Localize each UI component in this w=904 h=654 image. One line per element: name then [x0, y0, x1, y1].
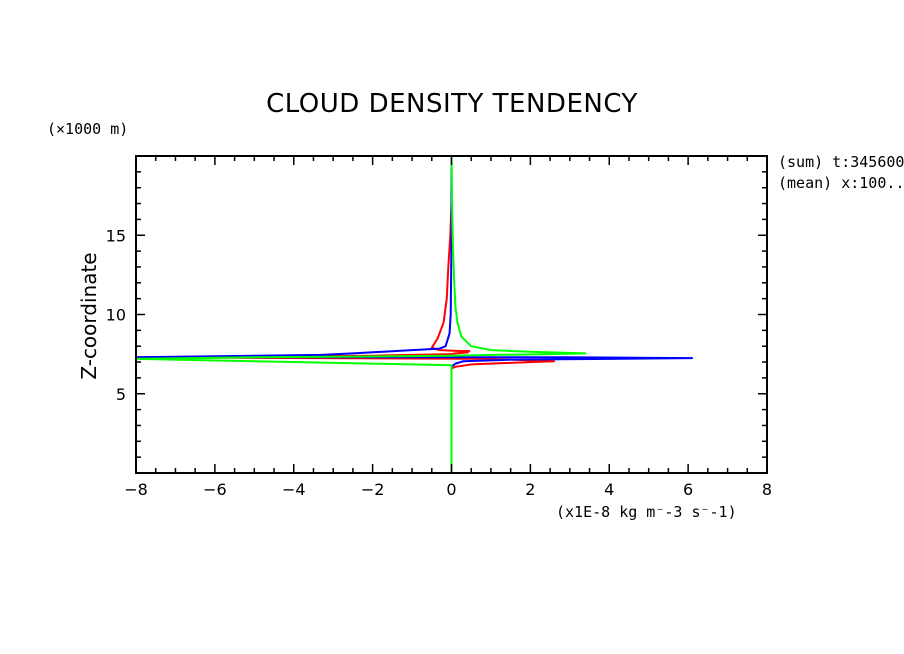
x-tick-label: −6: [203, 480, 227, 499]
x-tick-label: 0: [446, 480, 456, 499]
x-tick-label: 2: [525, 480, 535, 499]
side-note-mean: (mean) x:100..4: [778, 174, 904, 192]
chart-title: CLOUD DENSITY TENDENCY: [266, 89, 638, 119]
tick-labels-layer: −8 −6 −4 −2 0 2 4 6 8 5 10 15: [106, 226, 772, 499]
x-tick-label: −8: [124, 480, 148, 499]
side-note-sum: (sum) t:345600: [778, 153, 904, 171]
x-tick-label: 8: [762, 480, 772, 499]
x-axis-label: (x1E-8 kg m⁻-3 s⁻-1): [556, 503, 737, 521]
x-tick-label: 6: [683, 480, 693, 499]
series-line-1: [135, 156, 694, 473]
x-tick-label: −4: [282, 480, 306, 499]
series-line-0: [135, 156, 556, 473]
x-tick-label: −2: [361, 480, 385, 499]
y-tick-label: 5: [116, 385, 126, 404]
x-tick-label: 4: [604, 480, 614, 499]
series-line-2: [135, 155, 587, 473]
y-axis-label: Z-coordinate: [77, 252, 101, 379]
y-tick-label: 10: [106, 306, 126, 325]
axes-layer: [135, 155, 768, 474]
series-layer: [135, 155, 694, 473]
y-tick-label: 15: [106, 226, 126, 245]
y-unit-label: (×1000 m): [47, 120, 128, 138]
